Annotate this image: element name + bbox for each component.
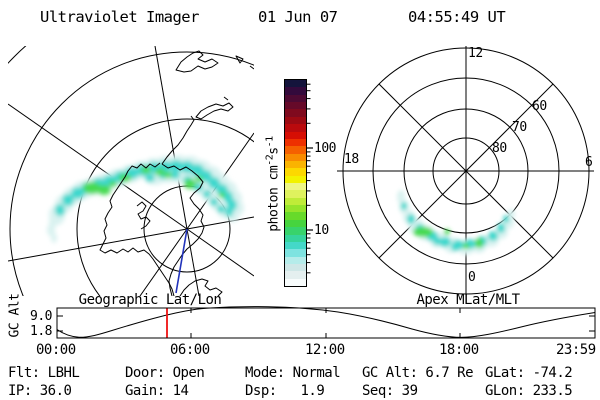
altitude-ylabel: GC Alt	[7, 293, 23, 338]
mlat-label-60: 60	[532, 99, 547, 114]
altitude-plot	[56, 306, 596, 339]
status-door: Door: Open	[125, 365, 205, 381]
colorbar-band	[285, 256, 306, 264]
colorbar-band	[285, 116, 306, 125]
mlat-label-70: 70	[512, 120, 527, 135]
colorbar-band	[285, 183, 306, 191]
aurora-right	[397, 190, 515, 255]
geographic-map	[8, 46, 254, 296]
status-ip: IP: 36.0	[8, 383, 72, 399]
xtick-0000: 00:00	[36, 342, 76, 358]
status-glon: GLon: 233.5	[485, 383, 573, 399]
colorbar-band	[285, 234, 306, 242]
time-label: 04:55:49 UT	[408, 8, 506, 26]
left-panel-label: Geographic Lat/Lon	[78, 292, 222, 308]
colorbar-band	[285, 227, 306, 235]
mlat-label-80: 80	[492, 141, 507, 156]
colorbar-ticks	[307, 83, 313, 274]
mlt-label-0: 0	[468, 270, 476, 285]
colorbar-band	[285, 197, 306, 206]
colorbar-band	[285, 138, 306, 147]
ytick-9: 9.0	[30, 309, 52, 324]
colorbar-band	[285, 87, 306, 95]
colorbar-band	[285, 271, 306, 279]
colorbar-gradient	[284, 79, 307, 287]
ytick-1-8: 1.8	[30, 324, 52, 339]
xtick-2359: 23:59	[556, 342, 596, 358]
colorbar-tick-100: 100	[314, 141, 336, 156]
latlon-grid	[8, 46, 254, 296]
mlt-label-18: 18	[344, 152, 359, 167]
colorbar-band	[285, 263, 306, 272]
colorbar-band	[285, 205, 306, 213]
altitude-curve	[56, 306, 596, 338]
colorbar-band	[285, 168, 306, 176]
colorbar-unit-label: photon cm-2s-1	[264, 136, 282, 232]
colorbar-band	[285, 153, 306, 161]
colorbar-band	[285, 175, 306, 184]
status-gcalt: GC Alt: 6.7 Re	[362, 365, 474, 381]
colorbar-band	[285, 241, 306, 250]
status-dsp: Dsp: 1.9	[245, 383, 325, 399]
status-mode: Mode: Normal	[245, 365, 341, 381]
colorbar-band	[285, 219, 306, 228]
status-flt: Flt: LBHL	[8, 365, 80, 381]
mlt-label-12: 12	[468, 46, 483, 61]
mlat-mlt-grid	[337, 46, 594, 295]
xtick-0600: 06:00	[170, 342, 210, 358]
status-glat: GLat: -74.2	[485, 365, 573, 381]
colorbar-band	[285, 212, 306, 220]
colorbar-band	[285, 94, 306, 103]
colorbar-band	[285, 190, 306, 198]
xtick-1200: 12:00	[305, 342, 345, 358]
mlt-label-6: 6	[585, 155, 593, 170]
colorbar-band	[285, 249, 306, 257]
colorbar-band	[285, 278, 306, 287]
colorbar-band	[285, 160, 306, 169]
colorbar-band	[285, 80, 306, 88]
right-panel-label: Apex MLat/MLT	[416, 292, 520, 308]
colorbar-band	[285, 102, 306, 110]
colorbar-band	[285, 109, 306, 117]
instrument-title: Ultraviolet Imager	[40, 8, 199, 26]
status-gain: Gain: 14	[125, 383, 189, 399]
date-label: 01 Jun 07	[258, 8, 338, 26]
colorbar-band	[285, 124, 306, 132]
colorbar-band	[285, 146, 306, 154]
xtick-1800: 18:00	[439, 342, 479, 358]
apex-polar-plot	[337, 46, 594, 295]
noon-meridian-line	[175, 228, 188, 294]
status-seq: Seq: 39	[362, 383, 418, 399]
colorbar-band	[285, 131, 306, 139]
colorbar-tick-10: 10	[314, 223, 329, 238]
coastline	[99, 50, 254, 296]
